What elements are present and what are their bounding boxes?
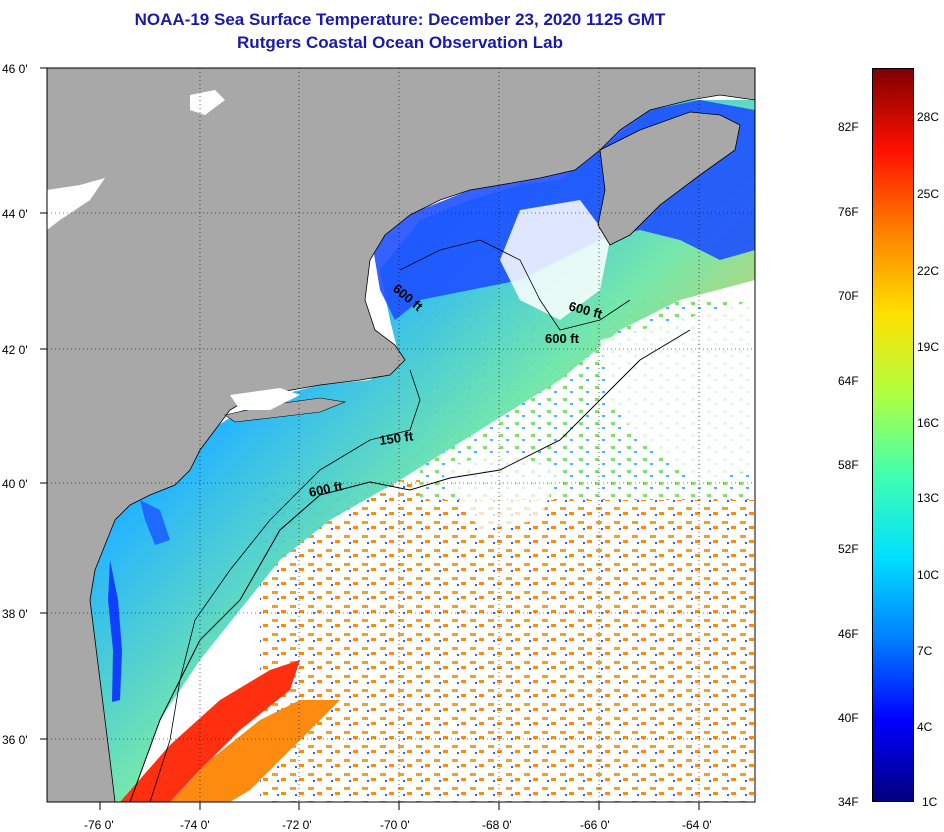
land-cloud-patch — [47, 178, 105, 230]
colorbar-gradient — [872, 68, 914, 802]
lat-label: 44 0' — [2, 207, 28, 221]
lat-label: 40 0' — [2, 477, 28, 491]
map-title: NOAA-19 Sea Surface Temperature: Decembe… — [134, 10, 666, 29]
colorbar-label-c: 22C — [917, 264, 940, 278]
map-subtitle: Rutgers Coastal Ocean Observation Lab — [237, 33, 563, 52]
delaware-bay — [140, 500, 170, 545]
cloud-patch — [500, 200, 610, 320]
lat-label: 36 0' — [2, 733, 28, 747]
lon-label: -68 0' — [482, 818, 512, 832]
gulf-stream-edge — [170, 700, 340, 802]
contour-gulf-maine — [399, 239, 631, 331]
land-cloud-patch — [190, 90, 225, 115]
colorbar-label-f: 70F — [838, 289, 859, 303]
contour-label: 600 ft — [545, 331, 580, 346]
colorbar-label-f: 64F — [838, 374, 859, 388]
axis-ticks — [40, 67, 700, 810]
chesapeake-bay — [108, 560, 122, 702]
colorbar-label-c: 4C — [917, 720, 933, 734]
contour-label: 150 ft — [378, 428, 414, 448]
cloud-patch — [440, 450, 560, 530]
colorbar-label-f: 34F — [838, 795, 859, 809]
colorbar-label-f: 58F — [838, 458, 859, 472]
lat-label: 42 0' — [2, 343, 28, 357]
colorbar-label-f: 52F — [838, 542, 859, 556]
lon-label: -72 0' — [282, 818, 312, 832]
colorbar-label-c: 16C — [917, 416, 940, 430]
colorbar-label-c: 10C — [917, 568, 940, 582]
map-frame — [46, 67, 756, 803]
lon-label: -64 0' — [682, 818, 712, 832]
colorbar-label-f: 76F — [838, 205, 859, 219]
colorbar-label-c: 19C — [917, 340, 940, 354]
colorbar-label-c: 28C — [917, 110, 940, 124]
colorbar-label-c: 25C — [917, 187, 940, 201]
nova-scotia — [597, 111, 741, 246]
lon-label: -74 0' — [180, 818, 210, 832]
contour-600ft — [129, 329, 691, 802]
cloud-patch — [600, 300, 755, 480]
colorbar-label-f: 40F — [838, 711, 859, 725]
lat-label: 38 0' — [2, 607, 28, 621]
contour-label: 600 ft — [308, 478, 345, 500]
colorbar-label-c: 1C — [922, 795, 938, 809]
gulf-stream — [120, 660, 300, 802]
contour-150ft — [149, 369, 421, 802]
lat-label: 46 0' — [2, 62, 28, 76]
land-cloud-patch — [230, 388, 300, 410]
warm-ocean-speckle — [260, 480, 755, 802]
colorbar-label-c: 7C — [917, 644, 933, 658]
colorbar — [870, 68, 944, 802]
colorbar-label-f: 46F — [838, 627, 859, 641]
lon-label: -76 0' — [84, 818, 114, 832]
map-plot-area — [47, 68, 755, 802]
lon-label: -66 0' — [580, 818, 610, 832]
colorbar-label-c: 13C — [917, 491, 940, 505]
lon-label: -70 0' — [380, 818, 410, 832]
colorbar-label-f: 82F — [838, 120, 859, 134]
